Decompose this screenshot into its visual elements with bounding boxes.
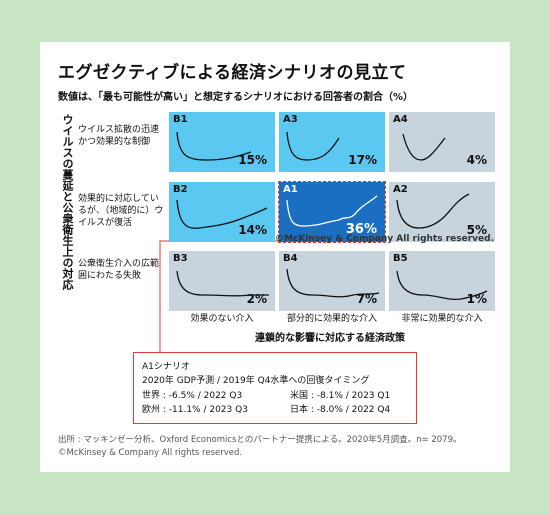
cell-value-label-b2: 14% (238, 223, 267, 237)
cell-id-label-b3: B3 (173, 253, 188, 264)
scenario-subtitle: 2020年 GDP予測 / 2019年 Q4水準への回復タイミング (142, 376, 370, 386)
x-axis-label: 連鎖的な影響に対応する経済政策 (255, 333, 405, 344)
scenario-cell-b1: B1 15% (169, 112, 275, 172)
scenario-world: 世界 : -6.5% / 2022 Q3 (142, 391, 243, 401)
scenario-cell-b5: B5 1% (389, 251, 495, 311)
cell-id-label-b1: B1 (173, 114, 188, 125)
curve-path-b4 (286, 268, 380, 298)
scenario-cell-a1: A1 36% (278, 181, 386, 243)
curve-path-a1 (286, 195, 378, 227)
scenario-title: A1シナリオ (142, 362, 190, 372)
curve-path-b2 (176, 199, 268, 229)
cell-curve-b5 (396, 270, 488, 301)
column-label-3: 非常に効果的な介入 (401, 314, 483, 324)
cell-value-label-a1: 36% (345, 222, 377, 237)
scenario-japan: 日本 : -8.0% / 2022 Q4 (290, 405, 391, 415)
cell-id-label-b4: B4 (283, 253, 298, 264)
cell-value-label-b4: 7% (356, 292, 377, 306)
inline-copyright: ©McKinsey & Company All rights reserved. (275, 234, 494, 244)
cell-curve-b2 (176, 199, 268, 229)
cell-curve-a1 (286, 195, 378, 227)
scenario-cell-b2: B2 14% (169, 182, 275, 242)
cell-curve-a3 (286, 131, 340, 161)
curve-path-b1 (176, 131, 252, 161)
cell-id-label-a2: A2 (393, 184, 408, 195)
source-note: 出所 : マッキンゼー分析、Oxford Economicsとのパートナー提携に… (58, 434, 462, 460)
source-text: 出所 : マッキンゼー分析、Oxford Economicsとのパートナー提携に… (58, 435, 462, 445)
cell-value-label-b3: 2% (246, 292, 267, 306)
column-label-1: 効果のない介入 (190, 314, 254, 324)
copyright-text: ©McKinsey & Company All rights reserved. (58, 448, 243, 458)
cell-value-label-a2: 5% (466, 223, 487, 237)
cell-curve-a4 (402, 133, 446, 161)
chart-subtitle: 数値は、「最も可能性が高い」と想定するシナリオにおける回答者の割合（%） (58, 92, 414, 103)
row-label-3: 公衆衛生介入の広範囲にわたる失敗 (78, 259, 160, 281)
scenario-cell-b3: B3 2% (169, 251, 275, 311)
scenario-us: 米国 : -8.1% / 2023 Q1 (290, 391, 391, 401)
cell-value-label-b1: 15% (238, 153, 267, 167)
scenario-eu: 欧州 : -11.1% / 2023 Q3 (142, 405, 248, 415)
scenario-cell-a2: A2 5% (389, 182, 495, 242)
cell-curve-b1 (176, 131, 252, 161)
cell-curve-a2 (396, 193, 470, 229)
curve-path-b3 (176, 270, 269, 297)
cell-id-label-b2: B2 (173, 184, 188, 195)
curve-path-a2 (396, 193, 470, 229)
scenario-cell-a4: A4 4% (389, 112, 495, 172)
cell-value-label-b5: 1% (466, 292, 487, 306)
row-label-1: ウイルス拡散の迅速かつ効果的な制御 (78, 125, 160, 147)
curve-path-b5 (396, 270, 488, 301)
scenario-cell-b4: B4 7% (279, 251, 385, 311)
row-label-2: 効果的に対応しているが、（地域的に）ウイルスが復活 (78, 194, 164, 228)
cell-value-label-a4: 4% (466, 153, 487, 167)
curve-path-a4 (402, 133, 446, 161)
cell-id-label-a3: A3 (283, 114, 298, 125)
cell-curve-b3 (176, 270, 269, 297)
column-label-2: 部分的に効果的な介入 (286, 314, 377, 324)
cell-id-label-a1: A1 (283, 184, 298, 195)
curve-path-a3 (286, 131, 340, 161)
scenario-box: A1シナリオ 2020年 GDP予測 / 2019年 Q4水準への回復タイミング… (133, 352, 417, 424)
cell-id-label-a4: A4 (393, 114, 408, 125)
chart-title: エグゼクティブによる経済シナリオの見立て (58, 63, 407, 83)
y-axis-label: ウイルスの蔓延と公衆衛生上の対応 (61, 114, 74, 290)
cell-curve-b4 (286, 268, 380, 298)
cell-value-label-a3: 17% (348, 153, 377, 167)
cell-id-label-b5: B5 (393, 253, 408, 264)
scenario-cell-a3: A3 17% (279, 112, 385, 172)
